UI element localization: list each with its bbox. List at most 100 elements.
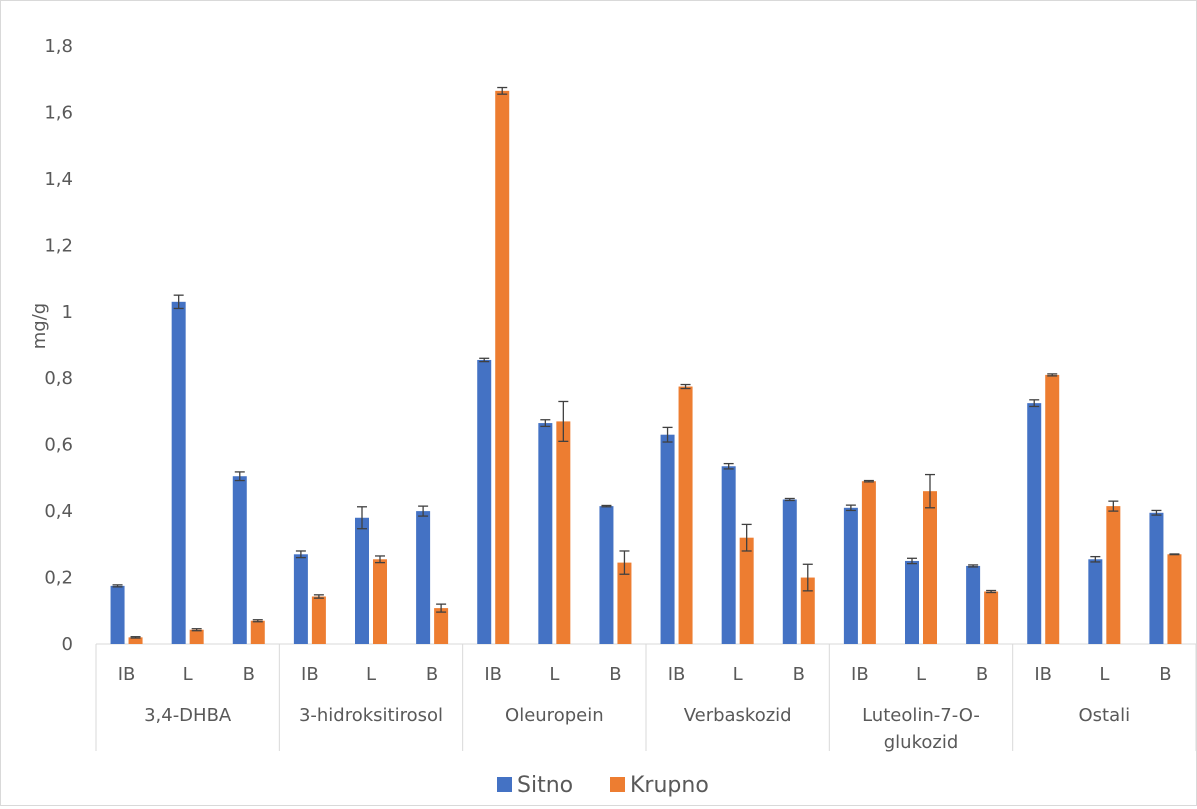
bar-sitno	[599, 506, 614, 644]
y-tick-label: 0,8	[44, 368, 73, 389]
error-bar	[784, 497, 795, 502]
legend-item-krupno: Krupno	[610, 773, 709, 798]
legend-swatch	[497, 777, 512, 792]
bar-sitno	[293, 554, 308, 644]
subcategory-label: B	[243, 664, 255, 685]
error-bar	[1029, 399, 1040, 408]
group-label: Verbaskozid	[684, 705, 792, 726]
bar-krupno	[923, 491, 937, 644]
error-bar	[418, 505, 429, 517]
error-bar	[191, 628, 202, 632]
y-tick-label: 1,4	[44, 169, 73, 190]
y-axis-ticks: 0 0,2 0,4 0,6 0,8 1 1,2 1,4 1,6 1,8	[44, 36, 73, 655]
error-bar	[540, 419, 551, 428]
bar-krupno	[984, 591, 999, 644]
bar-krupno	[250, 620, 265, 644]
y-tick-label: 1	[62, 302, 73, 323]
error-bar	[112, 584, 123, 588]
bar-sitno	[355, 517, 369, 644]
bar-krupno	[311, 596, 326, 644]
legend-label: Krupno	[630, 773, 709, 798]
bar-krupno	[617, 562, 632, 644]
error-bar	[295, 550, 306, 559]
y-tick-label: 1,2	[44, 235, 73, 256]
subcategory-label: B	[609, 664, 621, 685]
error-bars	[112, 86, 1180, 639]
bar-sitno	[782, 499, 797, 644]
bar-krupno	[800, 577, 815, 644]
y-tick-label: 1,6	[44, 102, 73, 123]
group-label: Oleuropein	[505, 705, 604, 726]
bar-krupno	[373, 559, 387, 644]
group-label: Luteolin-7-O-	[862, 705, 980, 726]
subcategory-label: L	[916, 664, 926, 685]
legend-label: Sitno	[517, 773, 573, 798]
legend: Sitno Krupno	[497, 773, 709, 798]
error-bar	[662, 426, 673, 443]
legend-item-sitno: Sitno	[497, 773, 573, 798]
bar-krupno	[434, 608, 449, 644]
error-bar	[497, 86, 508, 95]
error-bar	[558, 400, 569, 442]
bar-sitno	[721, 466, 736, 644]
y-tick-label: 1,8	[44, 36, 73, 57]
y-tick-label: 0,6	[44, 435, 73, 456]
error-bar	[357, 506, 367, 530]
error-bar	[375, 555, 385, 564]
error-bar	[986, 589, 997, 594]
bar-krupno	[495, 90, 510, 645]
subcategory-label: B	[1159, 664, 1171, 685]
bar-krupno	[678, 386, 693, 644]
error-bar	[1047, 373, 1058, 377]
subcategory-label: IB	[118, 664, 136, 685]
error-bar	[173, 294, 184, 310]
y-tick-label: 0,4	[44, 501, 73, 522]
bar-krupno	[861, 481, 876, 644]
subcategory-label: B	[976, 664, 988, 685]
error-bar	[234, 471, 245, 482]
error-bar	[845, 504, 856, 512]
group-label: glukozid	[884, 732, 959, 753]
error-bar	[1151, 509, 1162, 516]
bar-sitno	[966, 565, 981, 644]
error-bar	[252, 619, 263, 623]
bar-sitno	[232, 476, 247, 644]
error-bar	[130, 636, 141, 639]
error-bar	[680, 383, 691, 390]
error-bar	[436, 603, 447, 613]
error-bar	[1108, 500, 1119, 512]
error-bar	[925, 473, 935, 509]
error-bar	[479, 357, 490, 363]
subcategory-label: L	[549, 664, 559, 685]
error-bar	[1169, 553, 1180, 556]
error-bar	[619, 550, 630, 575]
bar-krupno	[189, 629, 204, 644]
bar-krupno	[1167, 554, 1182, 644]
error-bar	[741, 523, 752, 552]
bar-sitno	[477, 359, 492, 644]
bar-sitno	[110, 585, 125, 644]
subcategory-label: IB	[851, 664, 869, 685]
bar-sitno	[660, 434, 675, 644]
group-label: Ostali	[1079, 705, 1131, 726]
bar-krupno	[128, 637, 143, 644]
subcategory-label: L	[366, 664, 376, 685]
error-bar	[601, 504, 612, 508]
bar-krupno	[739, 537, 754, 644]
bar-sitno	[538, 423, 553, 644]
bar-sitno	[843, 507, 858, 644]
y-axis-title: mg/g	[29, 303, 50, 349]
subcategory-label: L	[1099, 664, 1109, 685]
bar-sitno	[905, 560, 919, 644]
subcategory-label: L	[733, 664, 743, 685]
subcategory-label: IB	[668, 664, 686, 685]
bar-krupno	[556, 421, 571, 644]
y-tick-label: 0,2	[44, 568, 73, 589]
subcategory-label: L	[183, 664, 193, 685]
subcategory-label: IB	[1034, 664, 1052, 685]
bar-sitno	[1149, 512, 1164, 644]
bar-sitno	[171, 301, 186, 644]
bar-sitno	[1088, 559, 1103, 644]
bar-krupno	[1106, 506, 1121, 644]
